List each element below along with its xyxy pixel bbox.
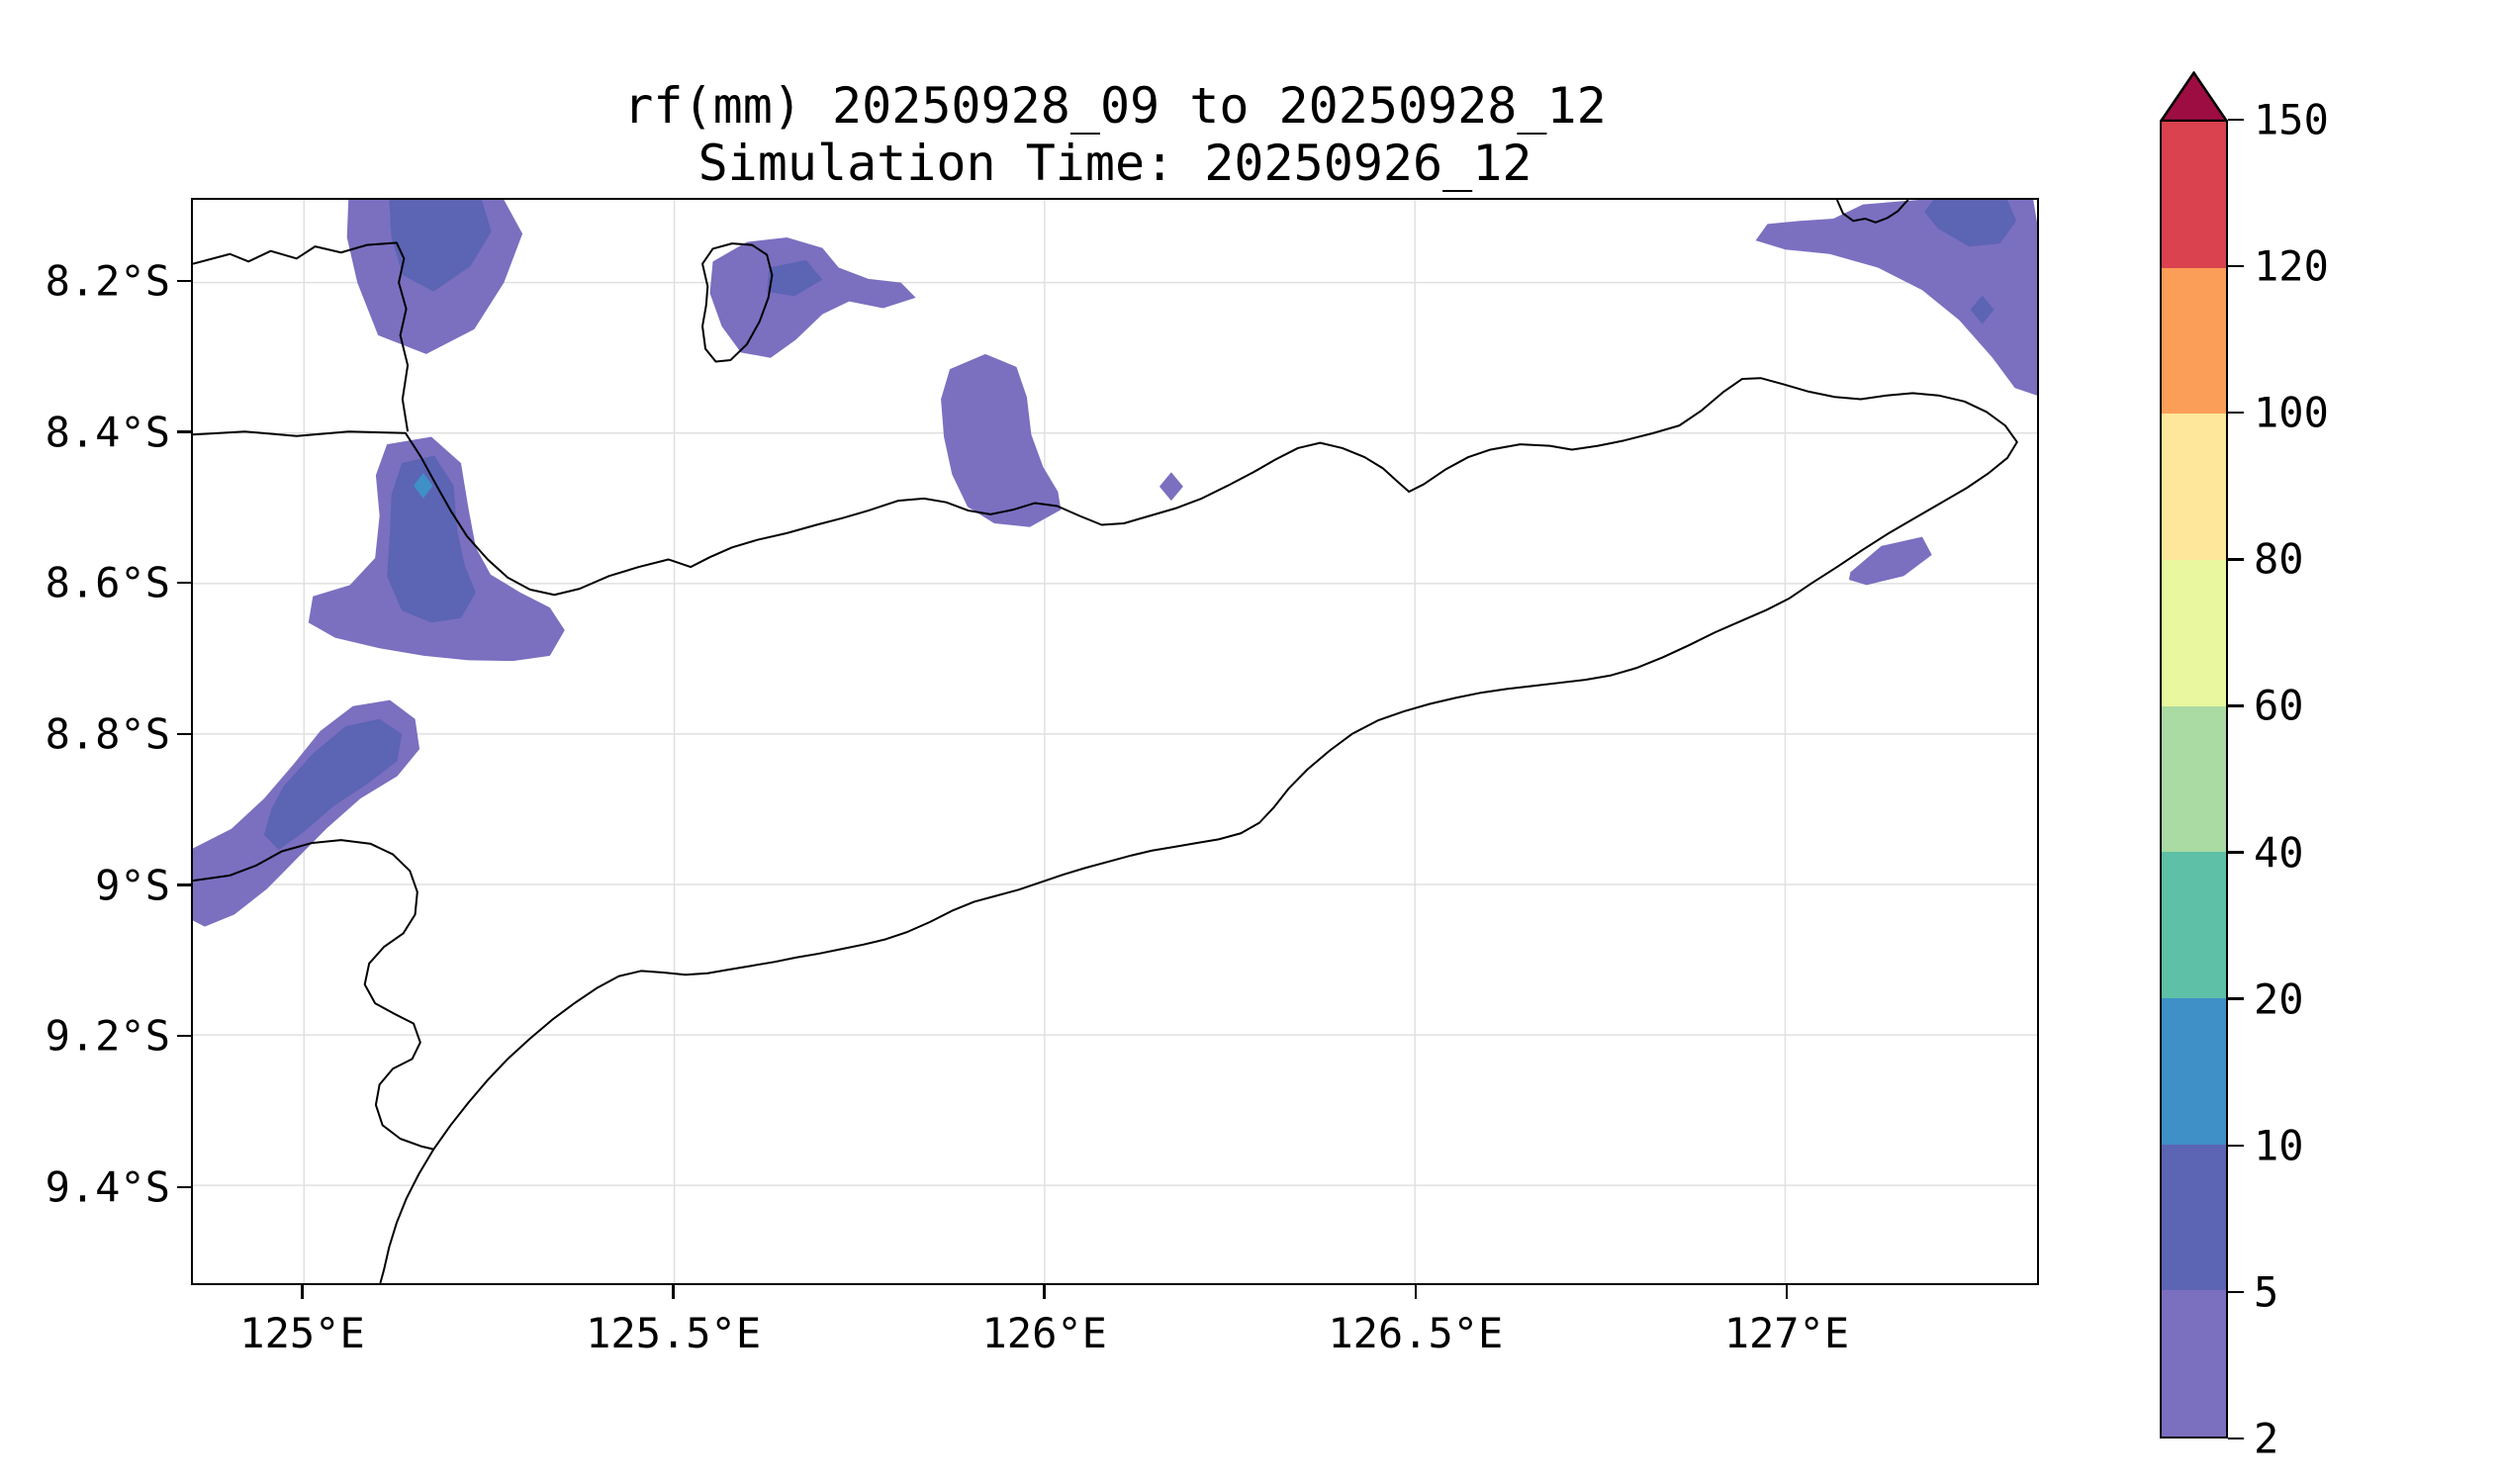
y-axis-tick-label: 9.2°S bbox=[45, 1011, 170, 1061]
colorbar-segment-40-60 bbox=[2162, 705, 2226, 853]
rain-patch-manatuto-coast-blob bbox=[941, 353, 1062, 527]
colorbar-over-arrow-shape bbox=[2160, 71, 2228, 122]
colorbar-tick-label: 80 bbox=[2254, 534, 2304, 584]
rain-patch-northeast-dot bbox=[1970, 295, 1994, 325]
colorbar-tick-label: 120 bbox=[2254, 241, 2329, 291]
x-axis-tick-label: 125°E bbox=[239, 1309, 365, 1357]
y-axis-tick-mark bbox=[177, 1034, 191, 1038]
colorbar-tick-label: 5 bbox=[2254, 1267, 2279, 1317]
y-axis-tick-label: 9°S bbox=[95, 861, 170, 909]
rain-patch-central-west-core bbox=[387, 455, 476, 623]
colorbar-tick-label: 40 bbox=[2254, 828, 2304, 878]
coastline-timor-main bbox=[193, 378, 2017, 1283]
colorbar-segment-80-100 bbox=[2162, 414, 2226, 560]
rain-patch-central-west-peak bbox=[414, 473, 433, 499]
map-canvas bbox=[193, 200, 2037, 1283]
y-axis-tick-label: 8.6°S bbox=[45, 558, 170, 607]
rain-patch-atauro-core bbox=[767, 259, 823, 297]
colorbar-segment-2-5 bbox=[2162, 1290, 2226, 1437]
coastline-kisar-island bbox=[1837, 200, 1908, 223]
y-axis-tick-label: 9.4°S bbox=[45, 1162, 170, 1212]
coastline-southwest-bays bbox=[193, 840, 433, 1150]
colorbar-tick-label: 20 bbox=[2254, 974, 2304, 1024]
colorbar-over-arrow bbox=[2160, 71, 2228, 122]
colorbar-tick-label: 150 bbox=[2254, 95, 2329, 144]
colorbar-tick-label: 10 bbox=[2254, 1121, 2304, 1170]
rain-patch-north-coast-dot bbox=[1159, 472, 1183, 502]
x-axis-tick-mark bbox=[1785, 1285, 1789, 1299]
y-axis-tick-label: 8.8°S bbox=[45, 709, 170, 759]
y-axis-tick-label: 8.2°S bbox=[45, 256, 170, 306]
y-axis-tick-mark bbox=[177, 581, 191, 585]
rain-patch-east-coast-blob bbox=[1848, 536, 1932, 586]
rain-patch-northwest-top-core bbox=[389, 200, 492, 292]
y-axis-tick-mark bbox=[177, 279, 191, 283]
colorbar-tick-label: 2 bbox=[2254, 1414, 2279, 1463]
colorbar-segment-60-80 bbox=[2162, 559, 2226, 706]
rain-patch-northeast-core bbox=[1924, 200, 2017, 247]
rain-patch-atauro-blob bbox=[709, 237, 916, 358]
x-axis-tick-mark bbox=[672, 1285, 675, 1299]
colorbar-tick-mark bbox=[2228, 1144, 2244, 1148]
y-axis-tick-mark bbox=[177, 430, 191, 433]
rain-patch-northeast-blob bbox=[1755, 200, 2037, 396]
x-axis-tick-mark bbox=[301, 1285, 304, 1299]
colorbar-segment-10-20 bbox=[2162, 997, 2226, 1145]
colorbar bbox=[2160, 120, 2228, 1438]
coastline-alor-segment bbox=[193, 242, 408, 431]
colorbar-tick-mark bbox=[2228, 118, 2244, 122]
colorbar-tick-label: 100 bbox=[2254, 388, 2329, 437]
x-axis-tick-mark bbox=[1043, 1285, 1046, 1299]
x-axis-tick-mark bbox=[1414, 1285, 1418, 1299]
colorbar-tick-mark bbox=[2228, 411, 2244, 415]
x-axis-tick-label: 125.5°E bbox=[586, 1309, 762, 1357]
colorbar-tick-mark bbox=[2228, 558, 2244, 561]
y-axis-tick-mark bbox=[177, 883, 191, 886]
colorbar-segment-120-150 bbox=[2162, 121, 2226, 268]
colorbar-segment-20-40 bbox=[2162, 852, 2226, 998]
x-axis-tick-label: 127°E bbox=[1723, 1309, 1850, 1357]
colorbar-tick-mark bbox=[2228, 264, 2244, 268]
coastline-atauro-island bbox=[702, 243, 772, 361]
x-axis-tick-label: 126°E bbox=[981, 1309, 1107, 1357]
colorbar-tick-mark bbox=[2228, 851, 2244, 854]
colorbar-tick-label: 60 bbox=[2254, 681, 2304, 730]
chart-title: rf(mm) 20250928_09 to 20250928_12 bbox=[623, 77, 1607, 135]
chart-subtitle: Simulation Time: 20250926_12 bbox=[697, 135, 1532, 192]
colorbar-tick-mark bbox=[2228, 997, 2244, 1000]
y-axis-tick-label: 8.4°S bbox=[45, 408, 170, 457]
colorbar-segment-100-120 bbox=[2162, 267, 2226, 415]
colorbar-tick-mark bbox=[2228, 704, 2244, 707]
y-axis-tick-mark bbox=[177, 732, 191, 736]
rain-patch-southwest-core bbox=[263, 718, 403, 851]
x-axis-tick-label: 126.5°E bbox=[1328, 1309, 1504, 1357]
y-axis-tick-mark bbox=[177, 1185, 191, 1189]
colorbar-tick-mark bbox=[2228, 1290, 2244, 1294]
colorbar-segment-5-10 bbox=[2162, 1144, 2226, 1291]
colorbar-tick-mark bbox=[2228, 1437, 2244, 1440]
plot-area bbox=[191, 198, 2039, 1285]
